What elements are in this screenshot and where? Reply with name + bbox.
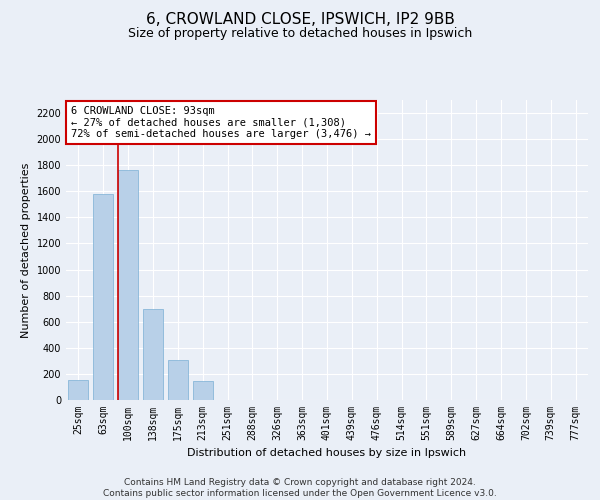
Y-axis label: Number of detached properties: Number of detached properties (21, 162, 31, 338)
Text: Contains HM Land Registry data © Crown copyright and database right 2024.
Contai: Contains HM Land Registry data © Crown c… (103, 478, 497, 498)
Bar (168, 360, 188, 400)
Bar (94, 194, 113, 400)
Bar (118, 170, 138, 400)
Text: 6, CROWLAND CLOSE, IPSWICH, IP2 9BB: 6, CROWLAND CLOSE, IPSWICH, IP2 9BB (146, 12, 454, 28)
Bar (143, 308, 163, 400)
Text: Size of property relative to detached houses in Ipswich: Size of property relative to detached ho… (128, 28, 472, 40)
Bar (68, 380, 88, 400)
Bar (193, 381, 212, 400)
Text: 6 CROWLAND CLOSE: 93sqm
← 27% of detached houses are smaller (1,308)
72% of semi: 6 CROWLAND CLOSE: 93sqm ← 27% of detache… (71, 106, 371, 139)
X-axis label: Distribution of detached houses by size in Ipswich: Distribution of detached houses by size … (187, 448, 467, 458)
